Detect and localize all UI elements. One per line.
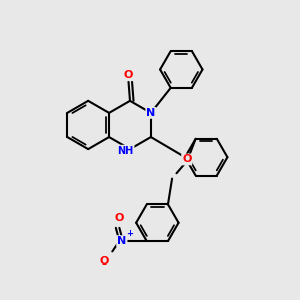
Text: N: N bbox=[117, 236, 126, 246]
Text: O: O bbox=[99, 256, 109, 266]
Text: -: - bbox=[101, 258, 106, 271]
Text: NH: NH bbox=[117, 146, 134, 156]
Text: N: N bbox=[146, 108, 155, 118]
Text: O: O bbox=[182, 154, 191, 164]
Text: O: O bbox=[115, 213, 124, 223]
Text: +: + bbox=[126, 229, 133, 238]
Text: O: O bbox=[124, 70, 133, 80]
